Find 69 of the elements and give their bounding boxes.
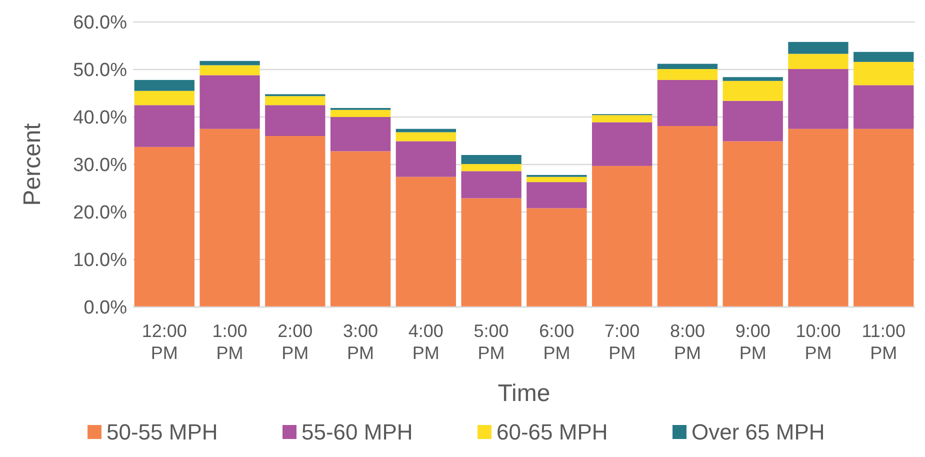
bar <box>265 105 326 136</box>
bar <box>265 96 326 106</box>
bar <box>330 110 391 117</box>
legend-label: 60-65 MPH <box>496 420 608 445</box>
bar <box>657 69 718 80</box>
bar <box>788 42 848 54</box>
bar <box>265 136 326 307</box>
y-tick-label: 40.0% <box>73 108 128 129</box>
y-tick-label: 30.0% <box>73 155 128 176</box>
bar <box>592 115 652 122</box>
bar <box>788 128 848 307</box>
y-tick-label: 60.0% <box>73 12 128 34</box>
bar <box>526 182 587 208</box>
bar <box>657 126 718 307</box>
bar <box>722 141 783 307</box>
bar <box>592 122 652 166</box>
bar <box>330 151 391 307</box>
x-tick-label: 6:00 PM <box>539 321 574 363</box>
bar <box>788 54 848 70</box>
legend-label: 55-60 MPH <box>302 420 413 445</box>
x-tick-label: 12:00 PM <box>142 321 187 363</box>
x-tick-label: 10:00 PM <box>796 321 841 363</box>
bar <box>396 132 456 142</box>
bar <box>526 176 587 182</box>
bar <box>461 155 522 164</box>
bar <box>461 198 522 307</box>
x-tick-label: 5:00 PM <box>474 321 509 363</box>
bar <box>526 208 587 307</box>
bar <box>200 75 260 129</box>
bar <box>134 90 194 106</box>
x-tick-label: 3:00 PM <box>343 321 378 363</box>
bar <box>592 166 652 307</box>
bar <box>330 117 391 152</box>
bar <box>461 164 522 172</box>
x-tick-label: 1:00 PM <box>212 321 248 363</box>
x-axis-title: Time <box>498 380 550 407</box>
bar <box>200 128 260 307</box>
x-tick-label: 11:00 PM <box>862 321 906 363</box>
bar <box>461 171 522 198</box>
y-tick-label: 0.0% <box>84 298 128 319</box>
x-tick-label: 8:00 PM <box>670 321 705 363</box>
y-axis-title: Percent <box>19 122 46 206</box>
bar <box>200 60 260 66</box>
bar <box>722 100 783 142</box>
x-tick-label: 2:00 PM <box>278 321 313 363</box>
y-tick-label: 50.0% <box>73 60 128 82</box>
bar <box>854 85 914 129</box>
x-tick-label: 9:00 PM <box>735 321 770 363</box>
x-tick-label: 4:00 PM <box>408 321 444 363</box>
bar <box>854 128 914 307</box>
y-tick-label: 10.0% <box>73 250 128 272</box>
bar <box>722 80 783 101</box>
bar <box>396 128 456 132</box>
bar <box>854 52 914 62</box>
bar <box>657 80 718 126</box>
legend-label: Over 65 MPH <box>692 420 825 445</box>
bar <box>134 80 194 91</box>
bar <box>200 65 260 76</box>
bar <box>396 141 456 177</box>
legend-label: 50-55 MPH <box>106 420 218 445</box>
bar <box>788 69 848 129</box>
x-tick-label: 7:00 PM <box>604 321 640 363</box>
bar <box>134 146 194 307</box>
bar <box>722 77 783 81</box>
bar <box>396 176 456 307</box>
bar <box>854 62 914 86</box>
bar <box>134 105 194 147</box>
y-tick-label: 20.0% <box>73 202 128 224</box>
bar <box>657 64 718 70</box>
